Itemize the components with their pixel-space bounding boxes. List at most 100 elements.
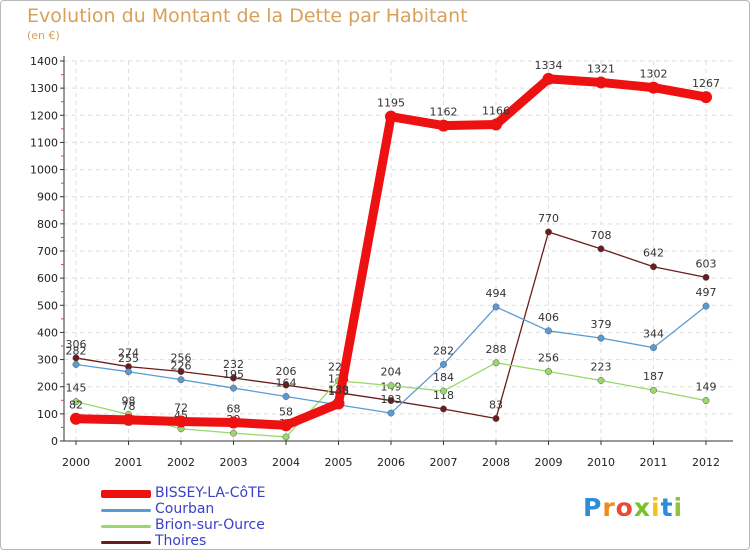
y-tick-label: 1400 xyxy=(30,55,58,68)
chart-title: Evolution du Montant de la Dette par Hab… xyxy=(27,5,468,27)
y-tick-label: 300 xyxy=(37,354,58,367)
legend-swatch-brion xyxy=(101,525,151,528)
y-tick-label: 200 xyxy=(37,381,58,394)
data-point xyxy=(440,405,447,413)
data-label: 68 xyxy=(227,403,241,416)
x-tick-label: 2007 xyxy=(430,456,458,469)
data-point xyxy=(492,303,500,311)
data-label: 642 xyxy=(643,247,664,260)
data-label: 204 xyxy=(381,366,402,379)
data-label: 770 xyxy=(538,212,559,225)
data-point xyxy=(230,429,237,437)
data-label: 1267 xyxy=(692,77,720,90)
chart-subtitle: (en €) xyxy=(27,29,60,42)
legend-item-thoires: Thoires xyxy=(101,533,401,549)
data-point xyxy=(647,81,660,94)
legend-label-bissey: BISSEY-LA-CôTE xyxy=(155,485,266,501)
data-point xyxy=(230,374,237,382)
data-label: 494 xyxy=(486,287,507,300)
legend-label-courban: Courban xyxy=(155,501,215,517)
data-point xyxy=(70,412,82,425)
legend-label-brion: Brion-sur-Ource xyxy=(155,517,265,533)
data-point xyxy=(542,72,555,85)
data-label: 708 xyxy=(591,229,612,242)
logo-letter: i xyxy=(673,493,684,522)
data-point xyxy=(440,387,447,395)
data-label: 78 xyxy=(122,400,136,413)
data-label: 1321 xyxy=(587,62,615,75)
y-tick-label: 800 xyxy=(37,218,58,231)
y-tick-label: 1300 xyxy=(30,82,58,95)
y-tick-label: 900 xyxy=(37,191,58,204)
data-label: 255 xyxy=(118,352,139,365)
logo-letter: x xyxy=(633,493,651,522)
data-point xyxy=(597,245,605,253)
data-label: 98 xyxy=(122,394,136,407)
legend-item-bissey: BISSEY-LA-CôTE xyxy=(101,485,401,502)
data-point xyxy=(177,376,185,384)
data-label: 149 xyxy=(696,381,717,394)
data-point xyxy=(175,415,187,428)
legend-item-courban: Courban xyxy=(101,501,401,518)
data-point xyxy=(177,368,185,375)
data-point xyxy=(332,397,345,410)
data-label: 145 xyxy=(66,382,87,395)
y-tick-label: 0 xyxy=(51,435,58,448)
data-label: 1302 xyxy=(640,68,668,81)
data-label: 103 xyxy=(381,393,402,406)
data-point xyxy=(490,118,502,131)
data-point xyxy=(650,263,657,271)
data-point xyxy=(595,76,607,89)
data-point xyxy=(385,110,397,123)
data-label: 256 xyxy=(538,352,559,365)
data-point xyxy=(282,433,290,441)
legend-swatch-courban xyxy=(101,509,151,512)
data-label: 83 xyxy=(489,398,503,411)
data-label: 497 xyxy=(696,286,717,299)
x-tick-label: 2002 xyxy=(167,456,195,469)
logo-letter: r xyxy=(602,493,616,522)
data-point xyxy=(597,377,605,384)
data-point xyxy=(230,384,237,392)
data-label: 187 xyxy=(643,370,664,383)
data-point xyxy=(440,361,447,368)
data-point xyxy=(545,228,552,236)
data-point xyxy=(702,397,710,405)
data-label: 223 xyxy=(591,360,612,373)
data-point xyxy=(650,386,657,394)
data-label: 282 xyxy=(433,344,454,357)
x-tick-label: 2004 xyxy=(272,456,300,469)
logo-letter: t xyxy=(660,493,674,522)
data-point xyxy=(282,381,290,389)
data-label: 282 xyxy=(66,344,87,357)
data-label: 164 xyxy=(276,376,297,389)
data-label: 344 xyxy=(643,328,664,341)
data-label: 72 xyxy=(174,401,188,414)
data-label: 82 xyxy=(69,399,83,412)
data-point xyxy=(282,393,290,400)
data-label: 226 xyxy=(171,360,192,373)
y-tick-label: 500 xyxy=(37,299,58,312)
x-tick-label: 2003 xyxy=(220,456,248,469)
legend-swatch-bissey xyxy=(101,490,151,498)
data-label: 603 xyxy=(696,257,717,270)
data-point xyxy=(72,361,80,368)
x-tick-label: 2005 xyxy=(325,456,353,469)
x-tick-label: 2009 xyxy=(535,456,563,469)
data-label: 288 xyxy=(486,343,507,356)
data-point xyxy=(72,398,80,406)
data-label: 138 xyxy=(328,384,349,397)
y-tick-label: 1000 xyxy=(30,164,58,177)
y-tick-label: 1100 xyxy=(30,136,58,149)
data-label: 184 xyxy=(433,371,454,384)
x-tick-label: 2012 xyxy=(692,456,720,469)
data-point xyxy=(597,334,605,342)
data-label: 1166 xyxy=(482,105,510,118)
x-tick-label: 2000 xyxy=(62,456,90,469)
data-label: 274 xyxy=(118,347,139,360)
data-point xyxy=(702,302,710,310)
data-label: 195 xyxy=(223,368,244,381)
data-point xyxy=(545,368,552,375)
